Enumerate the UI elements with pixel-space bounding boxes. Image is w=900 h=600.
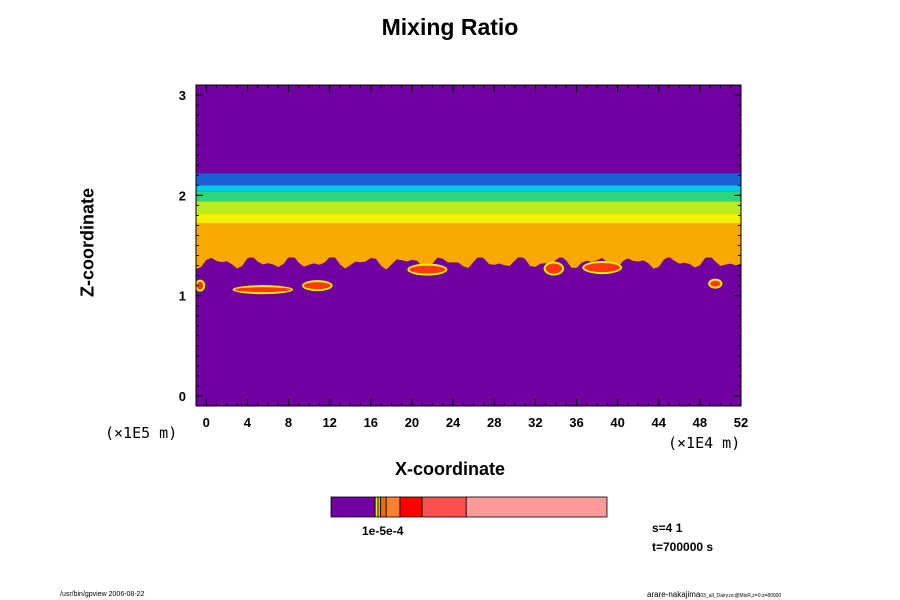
x-tick-label-3: 12 — [322, 415, 336, 430]
high-patch-1 — [303, 282, 331, 290]
y-tick-label-0: 0 — [179, 389, 186, 404]
x-tick-label-5: 20 — [405, 415, 419, 430]
high-patch-2 — [409, 265, 446, 274]
field-band-0 — [196, 173, 741, 186]
x-tick-label-1: 4 — [244, 415, 252, 430]
y-tick-label-3: 3 — [179, 88, 186, 103]
x-tick-label-9: 36 — [569, 415, 583, 430]
x-tick-label-13: 52 — [734, 415, 748, 430]
time-info: t=700000 s — [652, 540, 714, 554]
field-lower-edge — [196, 255, 741, 270]
footer-right: arare-nakajima03_all_Dairy.nc@MixR,z=0:z… — [647, 590, 781, 599]
high-patch-4 — [584, 263, 621, 273]
field-band-4 — [196, 213, 741, 224]
x-tick-label-4: 16 — [364, 415, 378, 430]
y-axis-label: Z-coordinate — [77, 188, 98, 298]
x-tick-label-0: 0 — [203, 415, 210, 430]
x-tick-label-7: 28 — [487, 415, 501, 430]
footer-right-main: arare-nakajima — [647, 590, 701, 599]
y-tick-label-2: 2 — [179, 188, 186, 203]
x-tick-label-8: 32 — [528, 415, 542, 430]
x-tick-label-10: 40 — [610, 415, 624, 430]
field-band-1 — [196, 185, 741, 192]
high-patch-6 — [197, 281, 204, 290]
field-band-2 — [196, 191, 741, 202]
y-scale-label: (×1E5 m) — [105, 424, 178, 442]
high-patch-0 — [234, 287, 292, 293]
x-axis-label: X-coordinate — [394, 459, 505, 479]
x-tick-label-2: 8 — [285, 415, 292, 430]
high-patch-5 — [710, 280, 721, 287]
x-tick-label-6: 24 — [446, 415, 461, 430]
step-info: s=4 1 — [652, 521, 683, 535]
x-scale-label: (×1E4 m) — [668, 434, 741, 452]
high-patch-3 — [545, 263, 563, 274]
footer-right-small: 03_all_Dairy.nc@MixR,z=0:z=80000 — [700, 593, 782, 599]
x-tick-label-12: 48 — [693, 415, 707, 430]
footer-left: /usr/bin/gpview 2006-08-22 — [60, 591, 145, 598]
x-tick-label-11: 44 — [652, 415, 667, 430]
field-band-5 — [196, 223, 741, 258]
field-band-3 — [196, 201, 741, 214]
y-tick-label-1: 1 — [179, 289, 186, 304]
colorbar-label: 1e-5e-4 — [362, 524, 404, 538]
chart-title: Mixing Ratio — [381, 14, 519, 40]
